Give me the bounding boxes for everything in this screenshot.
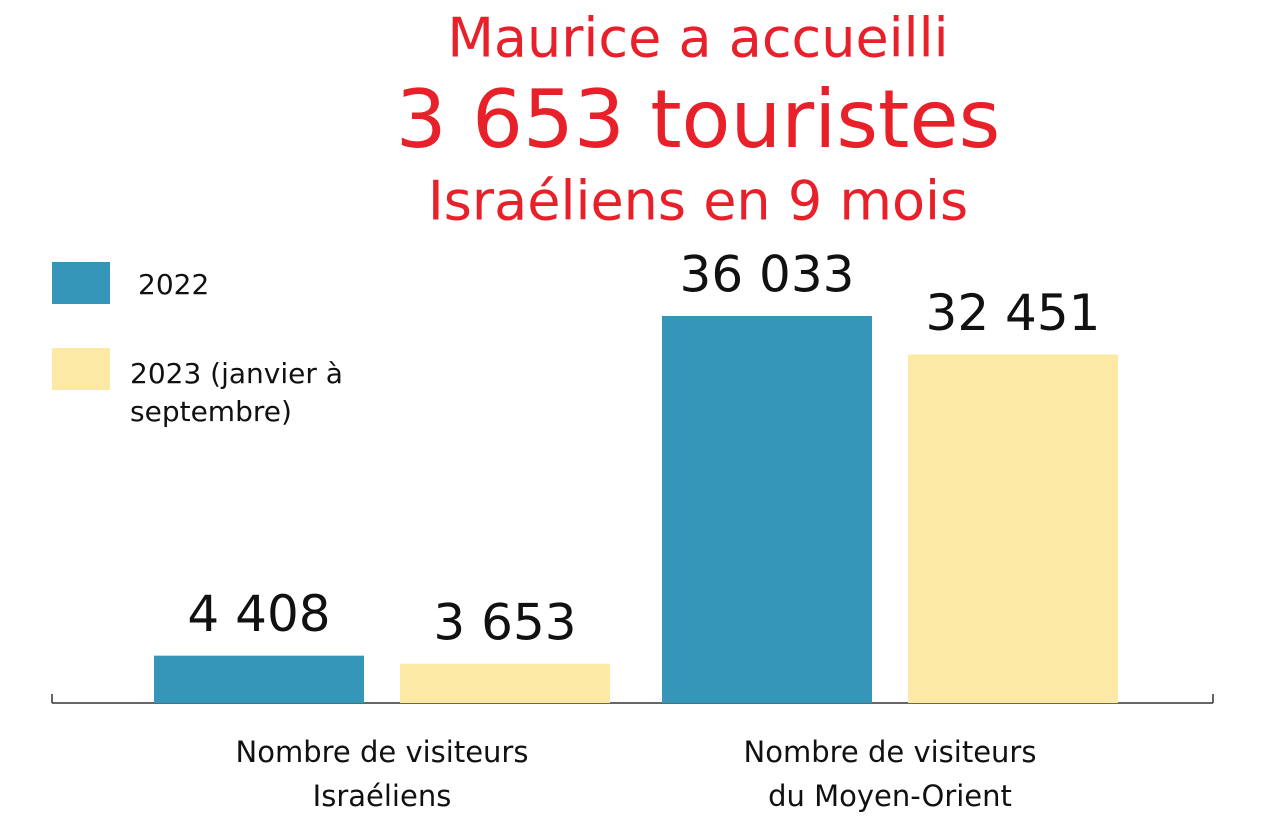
legend-swatch: [52, 262, 110, 304]
chart-title: 3 653 touristes: [396, 73, 1001, 166]
bar: [908, 354, 1118, 703]
legend-swatch: [52, 348, 110, 390]
x-tick-label: Nombre de visiteurs du Moyen-Orient: [743, 735, 1037, 813]
legend-label: 2023 (janvier à septembre): [130, 357, 343, 428]
data-label: 3 653: [433, 593, 576, 651]
data-label: 4 408: [187, 585, 330, 643]
bar: [662, 316, 872, 703]
legend-label: 2022: [138, 268, 210, 301]
data-label: 32 451: [926, 284, 1101, 342]
bar: [400, 663, 610, 703]
bar: [154, 655, 364, 703]
x-tick-label: Nombre de visiteurs Israéliens: [235, 735, 529, 813]
chart-title: Israéliens en 9 mois: [428, 170, 968, 233]
chart-title: Maurice a accueilli: [447, 7, 948, 70]
data-label: 36 033: [680, 246, 855, 304]
